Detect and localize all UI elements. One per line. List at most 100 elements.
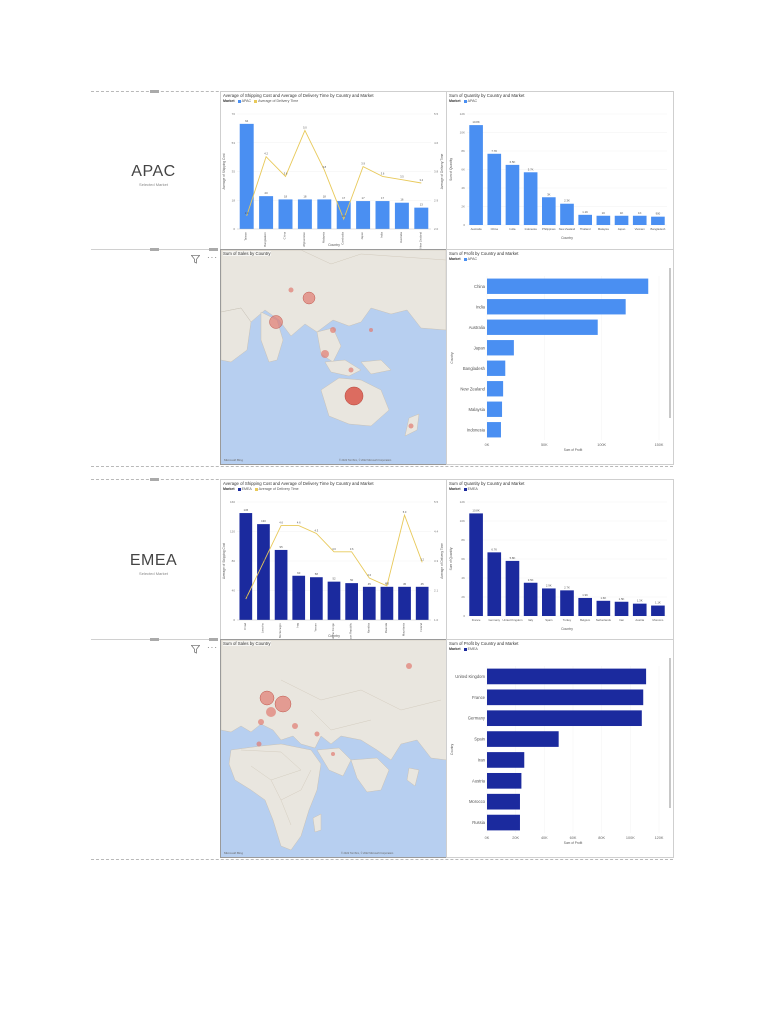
data-label: 1.9K xyxy=(582,593,588,597)
chart-legend: Market EMEA xyxy=(449,487,478,491)
legend-swatch xyxy=(463,257,467,261)
data-label: 2.9K xyxy=(546,583,552,587)
x-tick-label: Taiwan xyxy=(244,232,248,241)
line-data-label: 3.6 xyxy=(381,171,385,175)
bar xyxy=(578,597,592,616)
y2-tick-label: 5.5 xyxy=(434,112,439,116)
bar xyxy=(651,216,665,225)
data-label: 10.8K xyxy=(472,120,479,124)
scrollbar[interactable] xyxy=(669,658,671,808)
sales-bubble[interactable] xyxy=(408,423,414,429)
sales-bubble[interactable] xyxy=(406,663,412,669)
y-tick-label: Bangladesh xyxy=(463,366,486,371)
y-tick-label: Indonesia xyxy=(467,427,486,432)
x-tick-label: 80K xyxy=(598,836,605,840)
bar xyxy=(487,668,647,685)
x-tick-label: Malaysia xyxy=(321,232,325,243)
x-axis-title: Country xyxy=(561,627,573,631)
y-tick-label: 4K xyxy=(461,576,465,580)
bar xyxy=(469,513,483,616)
more-options-icon[interactable]: ··· xyxy=(207,253,218,262)
y-tick-label: 0 xyxy=(463,223,465,227)
sales-bubble[interactable] xyxy=(292,723,298,729)
line-data-label: 2.3 xyxy=(342,214,346,218)
y2-tick-label: 2.1 xyxy=(434,589,439,593)
bar xyxy=(327,581,341,620)
x-tick-label: Bangladesh xyxy=(263,232,267,247)
data-label: 18 xyxy=(303,194,307,198)
legend-title: Market xyxy=(223,99,235,103)
emea-bottom-edge xyxy=(91,859,673,860)
sales-bubble[interactable] xyxy=(314,731,320,737)
y-tick-label: 80 xyxy=(232,559,236,563)
x-axis-title: Country xyxy=(561,236,573,240)
apac-profit-chart[interactable]: Sum of Profit by Country and Market Mark… xyxy=(446,249,674,465)
line-data-label: 3.8 xyxy=(322,165,326,169)
more-options-icon[interactable]: ··· xyxy=(207,643,218,652)
sales-bubble[interactable] xyxy=(259,690,275,706)
y-tick-label: Germany xyxy=(468,716,486,721)
resize-handle[interactable] xyxy=(150,90,159,93)
emea-profit-plot: 0K 20K 40K 60K 80K 100K 120K United Kingdom Fran… xyxy=(450,666,664,845)
x-tick-label: 0K xyxy=(485,443,490,447)
x-axis-title: Sum of Profit xyxy=(564,448,583,452)
y-tick-label: 0 xyxy=(463,614,465,618)
sales-bubble[interactable] xyxy=(256,741,262,747)
sales-bubble[interactable] xyxy=(344,386,364,406)
sales-bubble[interactable] xyxy=(369,328,373,332)
x-tick-label: Iran xyxy=(619,618,624,622)
x-tick-label: United Kingdom xyxy=(503,618,524,622)
sales-bubble[interactable] xyxy=(266,707,276,717)
sales-bubble[interactable] xyxy=(274,695,292,713)
x-tick-label: Austria xyxy=(635,618,644,622)
sales-bubble[interactable] xyxy=(321,350,329,358)
emea-quantity-chart[interactable]: Sum of Quantity by Country and Market Ma… xyxy=(446,479,674,641)
apac-shipping-delivery-chart[interactable]: Average of Shipping Cost and Average of … xyxy=(220,91,448,250)
y-tick-label: 8K xyxy=(461,149,465,153)
x-tick-label: Bangladesh xyxy=(651,227,666,231)
resize-handle[interactable] xyxy=(150,248,159,251)
legend-swatch xyxy=(463,99,467,103)
sales-bubble[interactable] xyxy=(288,287,294,293)
y2-tick-label: 2.9 xyxy=(434,198,439,202)
filter-icon[interactable] xyxy=(191,255,200,264)
apac-region-label: APAC Selected Market xyxy=(91,163,216,187)
scrollbar[interactable] xyxy=(669,268,671,418)
apac-sales-map[interactable]: Microsoft Bing © 2022 TomTom, © 2022 Mic… xyxy=(220,249,447,465)
x-tick-label: Thailand xyxy=(580,227,591,231)
sales-bubble[interactable] xyxy=(269,315,283,329)
x-tick-label: Ireland xyxy=(419,623,423,632)
resize-handle[interactable] xyxy=(209,248,218,251)
chart-title: Sum of Sales by Country xyxy=(223,641,271,646)
sales-bubble[interactable] xyxy=(331,752,335,756)
x-tick-label: Chad xyxy=(243,623,247,630)
resize-handle[interactable] xyxy=(150,638,159,641)
apac-quantity-chart[interactable]: Sum of Quantity by Country and Market Ma… xyxy=(446,91,674,250)
y2-tick-label: 4.6 xyxy=(434,141,439,145)
legend-swatch xyxy=(463,487,467,491)
bar xyxy=(487,552,502,616)
legend-swatch xyxy=(237,487,241,491)
y-tick-label: 160 xyxy=(230,500,235,504)
chart-legend: Market APAC xyxy=(449,257,477,261)
emea-profit-chart[interactable]: Sum of Profit by Country and Market Mark… xyxy=(446,639,674,858)
sales-bubble[interactable] xyxy=(348,367,354,373)
y-tick-label: 2K xyxy=(461,595,465,599)
bar xyxy=(487,710,642,727)
resize-handle[interactable] xyxy=(209,638,218,641)
filter-icon[interactable] xyxy=(191,645,200,654)
delivery-time-line xyxy=(245,513,423,600)
emea-shipping-delivery-chart[interactable]: Average of Shipping Cost and Average of … xyxy=(220,479,448,641)
x-tick-label: Montenegro xyxy=(278,623,282,638)
data-label: 20 xyxy=(265,191,269,195)
emea-sales-map[interactable]: Microsoft Bing © 2022 TomTom, © 2022 Mic… xyxy=(220,639,448,858)
legend-swatch xyxy=(463,647,467,651)
sales-bubble[interactable] xyxy=(258,719,264,725)
bar xyxy=(487,772,522,789)
sales-bubble[interactable] xyxy=(302,291,316,305)
region-subtitle: Selected Market xyxy=(139,571,168,576)
data-label: 130 xyxy=(261,519,266,523)
legend-swatch xyxy=(254,99,258,103)
sales-bubble[interactable] xyxy=(330,327,336,333)
resize-handle[interactable] xyxy=(150,478,159,481)
